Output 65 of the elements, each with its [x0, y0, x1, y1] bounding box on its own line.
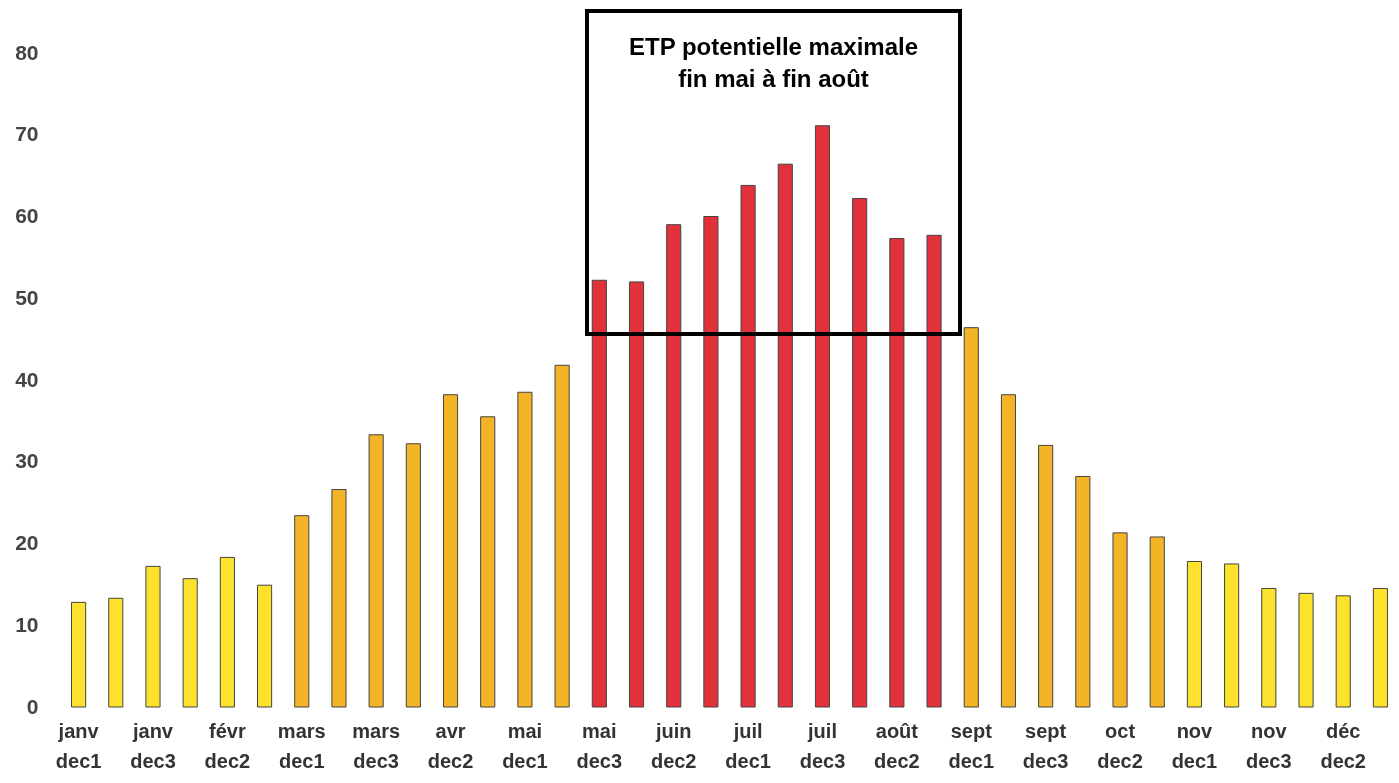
- bar: [442, 394, 459, 708]
- x-tick-label: févr dec2: [204, 719, 251, 772]
- x-tick-label: mai dec1: [502, 719, 548, 772]
- bar: [889, 238, 905, 708]
- y-tick-label: 0: [26, 694, 39, 718]
- bar: [591, 279, 607, 708]
- y-tick-label: 40: [15, 367, 39, 391]
- bar: [145, 565, 161, 708]
- bar: [628, 281, 645, 708]
- bar: [405, 443, 421, 708]
- y-tick-label: 50: [15, 285, 39, 309]
- x-tick-label: sept dec1: [948, 719, 995, 772]
- bar: [517, 391, 533, 708]
- bar: [1186, 560, 1202, 708]
- x-tick-label: août dec2: [874, 719, 920, 772]
- x-tick-label: sept dec3: [1022, 719, 1069, 772]
- box-outline: ETP potentielle maximale fin mai à fin août: [585, 9, 962, 336]
- bar: [703, 216, 719, 708]
- bar: [963, 327, 979, 708]
- y-tick-label: 70: [15, 122, 39, 146]
- x-tick-label: juil dec3: [799, 719, 846, 772]
- bar: [368, 434, 384, 708]
- bar: [814, 125, 831, 708]
- bar: [1335, 595, 1351, 708]
- bar: [1372, 587, 1388, 708]
- x-tick-label: nov dec1: [1171, 719, 1218, 772]
- bar: [1075, 475, 1091, 708]
- bar: [1224, 563, 1240, 708]
- bar: [294, 515, 310, 708]
- bar: [852, 198, 868, 708]
- x-tick-label: juil dec1: [725, 719, 771, 772]
- x-tick-label: nov dec3: [1246, 719, 1292, 772]
- bar: [1038, 444, 1054, 708]
- bar: [1298, 592, 1314, 708]
- x-tick-label: mars dec3: [352, 719, 401, 772]
- x-tick-label: oct dec2: [1097, 719, 1143, 772]
- bar: [480, 416, 496, 708]
- bar: [926, 234, 942, 708]
- y-tick-label: 60: [15, 204, 39, 227]
- bar: [1112, 532, 1128, 708]
- bar: [71, 601, 87, 708]
- x-tick-label: mars dec1: [277, 719, 326, 772]
- bar: [182, 578, 198, 708]
- bar: [777, 163, 793, 708]
- y-tick-label: 80: [15, 40, 39, 64]
- bar: [219, 556, 235, 708]
- bar: [331, 489, 347, 708]
- y-tick-label: 20: [15, 531, 39, 554]
- bar: [1261, 587, 1277, 708]
- y-tick-label: 10: [15, 612, 39, 636]
- x-tick-label: janv dec3: [130, 719, 176, 772]
- annotation: ETP potentielle maximale fin mai à fin août: [629, 31, 918, 95]
- bar: [554, 364, 570, 708]
- bar: [108, 597, 124, 708]
- bar: [1000, 394, 1017, 708]
- x-tick-label: juin dec2: [650, 719, 697, 772]
- bar: [257, 584, 273, 708]
- y-tick-label: 30: [15, 449, 39, 473]
- x-tick-label: avr dec2: [427, 719, 474, 772]
- x-tick-label: déc dec2: [1320, 719, 1367, 772]
- bar: [666, 224, 682, 708]
- x-tick-label: janv dec1: [55, 719, 102, 772]
- bar: [740, 184, 756, 708]
- bar: [1149, 536, 1165, 708]
- x-tick-label: mai dec3: [576, 719, 623, 772]
